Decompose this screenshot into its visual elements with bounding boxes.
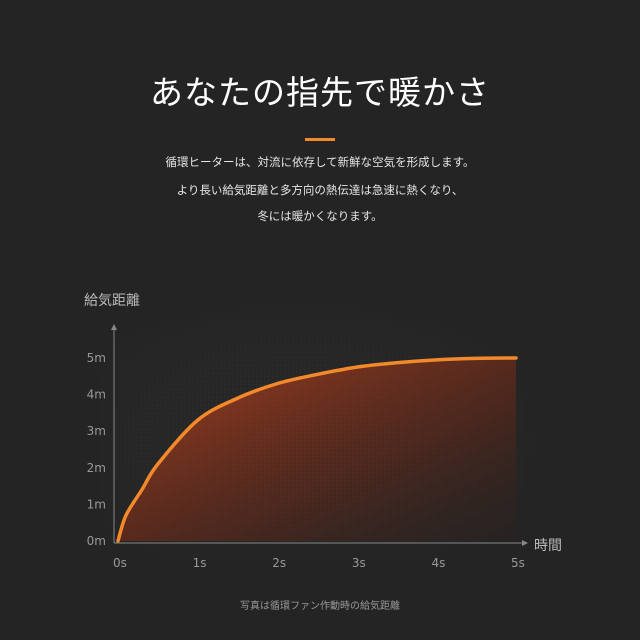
y-tick-label: 1m [87, 497, 106, 511]
description-line-3: 冬には暖かくなります。 [257, 209, 383, 223]
page-title: あなたの指先で暖かさ [150, 73, 490, 112]
y-tick-label: 3m [87, 424, 106, 438]
x-tick-label: 1s [193, 556, 207, 570]
x-tick-label: 3s [352, 556, 366, 570]
description-line-2: より長い給気距離と多方向の熱伝達は急速に熱くなり、 [176, 183, 464, 197]
y-axis-arrow-icon [111, 324, 117, 330]
caption: 写真は循環ファン作動時の給気距離 [240, 601, 400, 612]
y-tick-label: 4m [87, 388, 106, 402]
y-tick-label: 2m [87, 461, 106, 475]
accent-bar [305, 138, 335, 141]
x-tick-label: 2s [272, 556, 286, 570]
y-tick-label: 0m [87, 534, 106, 548]
y-tick-label: 5m [87, 351, 106, 365]
y-axis-label: 給気距離 [84, 292, 140, 309]
x-tick-label: 0s [113, 556, 127, 570]
x-axis-label: 時間 [534, 538, 562, 554]
x-axis-arrow-icon [522, 540, 528, 546]
x-tick-label: 4s [431, 556, 445, 570]
x-tick-label: 5s [511, 556, 525, 570]
description-line-1: 循環ヒーターは、対流に依存して新鮮な空気を形成します。 [165, 155, 475, 169]
area-fill [118, 358, 516, 541]
